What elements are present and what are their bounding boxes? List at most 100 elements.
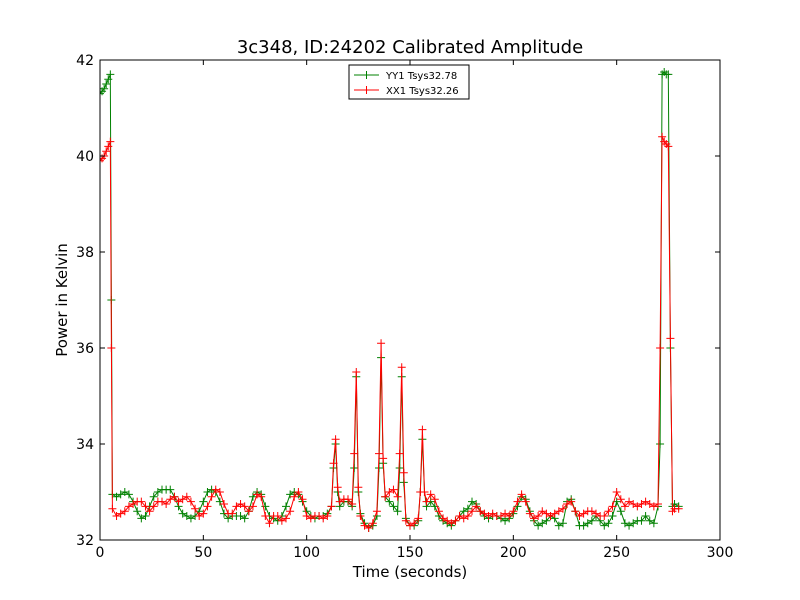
data-point [286, 490, 295, 499]
y-tick-label: 40 [76, 149, 94, 165]
data-point [354, 483, 363, 492]
data-point [240, 502, 249, 511]
data-point [463, 512, 472, 520]
data-point [656, 440, 665, 448]
data-point [158, 497, 166, 506]
data-point [377, 339, 386, 348]
chart-title: 3c348, ID:24202 Calibrated Amplitude [237, 37, 583, 58]
data-point [244, 507, 253, 516]
data-point [509, 507, 518, 516]
data-point [137, 514, 146, 523]
data-point [104, 142, 113, 151]
data-point [484, 512, 493, 520]
data-point [265, 519, 274, 528]
data-point [240, 514, 249, 523]
data-point [100, 156, 104, 165]
data-point [372, 507, 381, 516]
x-tick-label: 50 [194, 545, 212, 561]
data-point [207, 492, 216, 501]
data-point [625, 497, 634, 506]
data-point [637, 500, 646, 508]
data-point [178, 495, 187, 504]
data-point [364, 524, 373, 532]
data-point [641, 512, 650, 520]
data-point [592, 509, 600, 518]
data-point [273, 512, 282, 520]
data-point [645, 516, 654, 525]
data-point [658, 132, 667, 141]
data-point [360, 521, 369, 530]
data-point [145, 507, 154, 516]
plot-frame [99, 59, 721, 541]
data-point [579, 521, 588, 530]
data-point [434, 507, 443, 516]
data-point [120, 507, 129, 516]
data-point [124, 490, 133, 499]
y-tick-label: 38 [76, 245, 94, 261]
y-tick-label: 42 [76, 53, 94, 69]
data-point [199, 497, 208, 506]
data-point [579, 509, 588, 518]
legend-box [348, 64, 470, 100]
data-point [100, 89, 104, 98]
data-point [583, 519, 592, 528]
data-point [286, 507, 295, 516]
data-point [133, 507, 142, 516]
data-point [335, 497, 344, 506]
y-axis-label: Power in Kelvin [53, 243, 71, 357]
data-point [120, 488, 129, 496]
data-point [182, 512, 191, 520]
x-tick-label: 200 [500, 545, 527, 561]
data-point [563, 500, 572, 508]
data-point [447, 519, 456, 528]
data-point [430, 495, 439, 504]
data-point [397, 363, 406, 372]
data-point [333, 483, 342, 492]
data-point [162, 500, 171, 508]
data-point [294, 488, 303, 496]
data-point [604, 507, 613, 516]
data-point [538, 507, 547, 516]
series-1 [100, 68, 683, 532]
data-point [315, 512, 324, 520]
data-point [344, 495, 352, 504]
data-point [186, 514, 195, 523]
data-point [106, 70, 115, 79]
data-point [654, 500, 662, 508]
data-point [112, 512, 121, 520]
data-point [379, 454, 388, 463]
data-point [215, 488, 224, 496]
data-point [104, 75, 113, 84]
data-point [102, 80, 111, 88]
data-point [350, 449, 359, 458]
data-point [422, 497, 431, 506]
data-point [501, 509, 510, 518]
data-point [600, 512, 609, 520]
y-tick-label: 32 [76, 533, 94, 549]
data-point [282, 514, 290, 523]
data-point [331, 435, 340, 444]
data-point [496, 512, 505, 520]
data-point [468, 497, 476, 506]
data-point [323, 512, 332, 520]
data-point [178, 509, 187, 518]
data-point [112, 492, 121, 501]
data-point [153, 488, 162, 496]
legend-label: YY1 Tsys32.78 [385, 71, 457, 82]
data-point [629, 500, 638, 508]
data-point [186, 497, 195, 506]
data-point [191, 504, 200, 513]
series-2 [100, 132, 683, 532]
data-point [608, 502, 617, 511]
data-point [587, 516, 596, 525]
data-point [375, 449, 383, 458]
data-point [542, 516, 551, 525]
data-point [488, 509, 497, 518]
data-point [546, 512, 555, 520]
data-point [282, 502, 290, 511]
data-point [253, 490, 262, 499]
data-point [348, 500, 357, 508]
data-point [459, 507, 468, 516]
data-point [137, 497, 146, 506]
